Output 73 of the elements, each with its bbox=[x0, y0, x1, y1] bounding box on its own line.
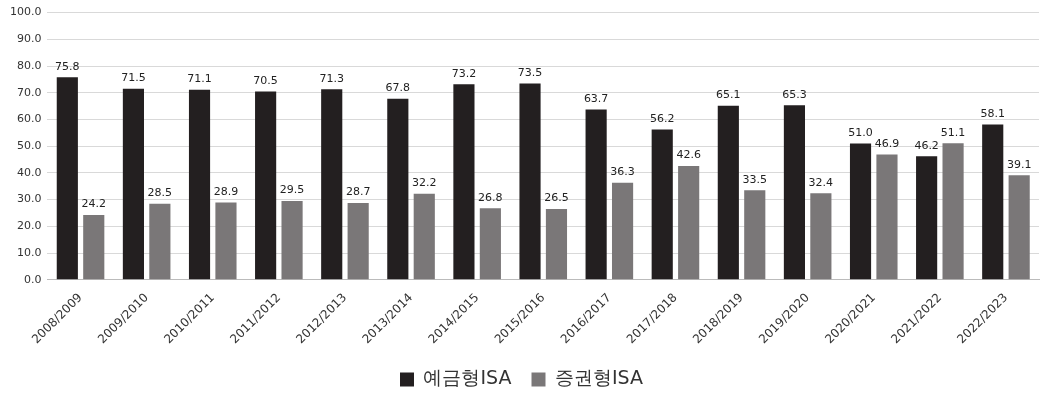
legend-label: 예금형ISA bbox=[423, 366, 512, 389]
data-label: 29.5 bbox=[279, 183, 305, 197]
bar bbox=[387, 98, 409, 280]
data-label: 39.1 bbox=[1006, 157, 1032, 171]
bar bbox=[122, 88, 144, 280]
y-tick-label: 30.0 bbox=[16, 192, 42, 206]
bar bbox=[413, 193, 435, 280]
legend-label: 증권형ISA bbox=[555, 366, 644, 389]
bar bbox=[783, 105, 805, 280]
bar bbox=[281, 200, 303, 280]
bar bbox=[611, 182, 634, 280]
y-tick-label: 90.0 bbox=[16, 32, 42, 46]
bar bbox=[849, 143, 872, 280]
y-tick-label: 0.0 bbox=[23, 272, 42, 286]
data-label: 65.3 bbox=[782, 87, 807, 101]
data-label: 67.8 bbox=[385, 80, 411, 94]
bar bbox=[876, 154, 898, 280]
y-tick-label: 20.0 bbox=[16, 219, 42, 233]
data-label: 63.7 bbox=[583, 91, 609, 105]
data-label: 56.2 bbox=[649, 111, 675, 125]
data-label: 26.5 bbox=[544, 191, 569, 205]
y-tick-label: 40.0 bbox=[16, 165, 42, 179]
y-tick-label: 60.0 bbox=[16, 112, 42, 126]
data-label: 71.1 bbox=[187, 72, 212, 86]
bar bbox=[83, 215, 105, 280]
bar bbox=[810, 193, 832, 280]
bar bbox=[188, 89, 211, 280]
bar bbox=[215, 202, 237, 280]
y-tick-label: 100.0 bbox=[9, 5, 42, 19]
data-label: 73.5 bbox=[517, 65, 543, 79]
data-label: 33.5 bbox=[742, 172, 768, 186]
data-label: 28.9 bbox=[213, 184, 239, 198]
data-label: 36.3 bbox=[610, 165, 635, 179]
bar bbox=[916, 156, 938, 280]
data-label: 75.8 bbox=[55, 59, 80, 73]
bar bbox=[982, 124, 1004, 280]
y-tick-label: 70.0 bbox=[16, 85, 42, 99]
bar bbox=[255, 91, 277, 280]
data-label: 28.7 bbox=[345, 185, 371, 199]
bar bbox=[1008, 175, 1030, 280]
data-label: 73.2 bbox=[451, 66, 477, 80]
bar bbox=[519, 83, 541, 280]
data-label: 42.6 bbox=[676, 148, 701, 162]
bar bbox=[942, 143, 964, 280]
data-label: 58.1 bbox=[980, 106, 1005, 120]
y-tick-label: 10.0 bbox=[16, 245, 42, 259]
bar bbox=[545, 208, 568, 280]
bar bbox=[56, 77, 78, 280]
bar bbox=[149, 203, 171, 280]
y-tick-label: 50.0 bbox=[16, 139, 42, 153]
data-label: 32.4 bbox=[808, 175, 834, 189]
data-label: 46.9 bbox=[874, 136, 900, 150]
bar bbox=[453, 84, 475, 280]
data-label: 46.2 bbox=[914, 138, 939, 152]
data-label: 70.5 bbox=[253, 73, 278, 87]
bar bbox=[744, 190, 766, 280]
data-label: 71.5 bbox=[121, 71, 146, 85]
data-label: 26.8 bbox=[478, 190, 503, 204]
bar bbox=[347, 203, 369, 280]
data-label: 51.1 bbox=[940, 125, 966, 139]
bar bbox=[678, 165, 700, 280]
bar bbox=[479, 208, 501, 280]
data-label: 71.3 bbox=[319, 71, 344, 85]
bar bbox=[651, 129, 673, 280]
bar bbox=[717, 105, 739, 280]
y-tick-label: 80.0 bbox=[16, 58, 42, 72]
data-label: 32.2 bbox=[412, 176, 437, 190]
bar bbox=[585, 109, 607, 280]
bar bbox=[321, 89, 343, 280]
data-label: 24.2 bbox=[81, 197, 107, 211]
data-label: 65.1 bbox=[716, 88, 741, 102]
data-label: 51.0 bbox=[848, 125, 873, 139]
data-label: 28.5 bbox=[147, 185, 173, 199]
